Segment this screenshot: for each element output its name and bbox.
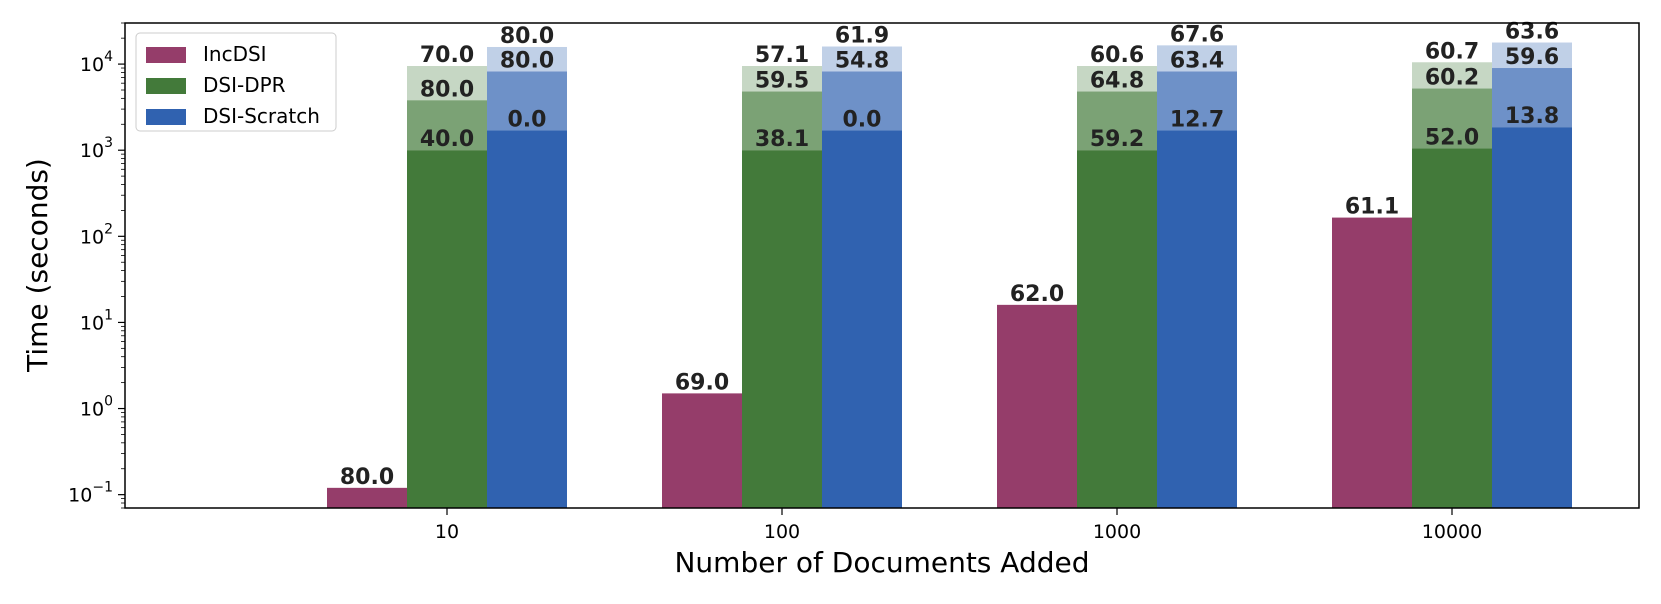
bars-group: 80.040.080.070.00.080.080.069.038.159.55… [327, 20, 1572, 509]
bar-label: 0.0 [508, 107, 547, 132]
bar-dsi-scratch-10000-seg1 [1492, 127, 1572, 508]
bar-dsi-scratch-10-seg3 [487, 46, 567, 72]
bar-dsi-scratch-1000-seg1 [1157, 130, 1237, 508]
bar-label: 59.5 [755, 69, 809, 94]
y-tick-label: 102 [80, 221, 113, 248]
bar-label: 70.0 [420, 43, 474, 68]
bar-label: 61.9 [835, 24, 889, 49]
y-tick-label: 103 [80, 135, 113, 162]
bar-dsi-dpr-100-seg1 [742, 150, 822, 509]
bar-label: 64.8 [1090, 69, 1144, 94]
legend: IncDSI DSI-DPR DSI-Scratch [135, 32, 337, 132]
bar-label: 80.0 [500, 49, 554, 74]
y-tick-label: 104 [80, 49, 113, 76]
bar-dsi-dpr-10-seg2 [407, 100, 487, 151]
bar-dsi-scratch-10-seg2 [487, 71, 567, 131]
legend-swatch-dsi-dpr [146, 78, 186, 94]
bar-label: 60.7 [1425, 39, 1479, 64]
bar-dsi-scratch-100-seg2 [822, 71, 902, 131]
bar-label: 59.6 [1505, 45, 1559, 70]
y-tick-label: 100 [80, 394, 113, 421]
legend-label: DSI-DPR [203, 73, 286, 97]
y-tick-label: 10−1 [68, 480, 113, 507]
bar-dsi-dpr-10-seg3 [407, 66, 487, 101]
bar-dsi-scratch-10-seg1 [487, 130, 567, 508]
legend-swatch-dsi-scratch [146, 109, 186, 125]
y-axis-label: Time (seconds) [21, 158, 54, 373]
bar-label: 40.0 [420, 127, 474, 152]
bar-label: 80.0 [420, 77, 474, 102]
bar-dsi-dpr-10-seg1 [407, 150, 487, 509]
bar-incdsi-10-seg1 [327, 487, 407, 508]
bar-label: 63.4 [1170, 49, 1224, 74]
bar-dsi-dpr-1000-seg1 [1077, 150, 1157, 509]
y-tick-label: 101 [80, 307, 113, 334]
bar-label: 60.6 [1090, 43, 1144, 68]
bar-dsi-dpr-1000-seg2 [1077, 91, 1157, 151]
bar-label: 0.0 [843, 107, 882, 132]
bar-dsi-dpr-10000-seg3 [1412, 62, 1492, 89]
bar-dsi-scratch-100-seg3 [822, 46, 902, 72]
bar-label: 54.8 [835, 49, 889, 74]
bar-label: 67.6 [1170, 22, 1224, 47]
bar-label: 59.2 [1090, 127, 1144, 152]
bar-dsi-scratch-1000-seg2 [1157, 71, 1237, 131]
bar-incdsi-10000-seg1 [1332, 217, 1412, 508]
bar-label: 61.1 [1345, 195, 1399, 220]
bar-dsi-scratch-10000-seg3 [1492, 42, 1572, 69]
bar-label: 80.0 [500, 24, 554, 49]
bar-label: 60.2 [1425, 66, 1479, 91]
bar-incdsi-1000-seg1 [997, 304, 1077, 508]
x-tick-label: 10000 [1422, 521, 1482, 543]
x-axis-label: Number of Documents Added [674, 546, 1089, 579]
bar-dsi-scratch-100-seg1 [822, 130, 902, 508]
x-tick-label: 10 [435, 521, 459, 543]
plot-frame [124, 22, 1640, 509]
legend-label: IncDSI [203, 42, 267, 66]
bar-dsi-dpr-10000-seg1 [1412, 148, 1492, 509]
bar-label: 57.1 [755, 43, 809, 68]
bar-label: 80.0 [340, 465, 394, 490]
x-tick-label: 100 [764, 521, 800, 543]
bar-dsi-dpr-100-seg2 [742, 91, 822, 151]
bar-dsi-dpr-10000-seg2 [1412, 88, 1492, 149]
bar-dsi-dpr-100-seg3 [742, 66, 822, 92]
bar-label: 12.7 [1170, 107, 1224, 132]
bar-label: 52.0 [1425, 125, 1479, 150]
bar-label: 62.0 [1010, 282, 1064, 307]
legend-swatch-incdsi [146, 47, 186, 63]
legend-label: DSI-Scratch [203, 104, 320, 128]
ticks-group: 10 100 1000 10000 10−1 100 101 102 103 104 [68, 22, 1482, 543]
bar-label: 38.1 [755, 127, 809, 152]
x-tick-label: 1000 [1093, 521, 1141, 543]
bar-label: 69.0 [675, 370, 729, 395]
bar-dsi-dpr-1000-seg3 [1077, 66, 1157, 92]
bar-incdsi-100-seg1 [662, 393, 742, 508]
bar-dsi-scratch-10000-seg2 [1492, 68, 1572, 128]
bar-label: 13.8 [1505, 104, 1559, 129]
bar-dsi-scratch-1000-seg3 [1157, 45, 1237, 72]
